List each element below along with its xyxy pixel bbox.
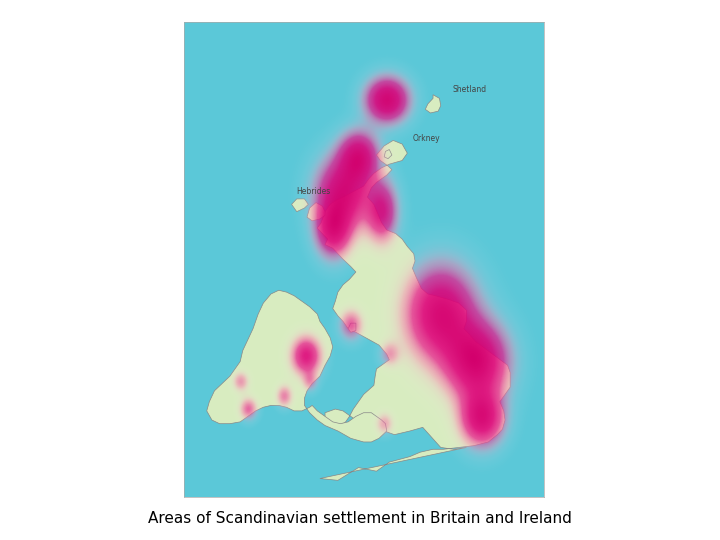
Polygon shape <box>426 94 441 113</box>
Polygon shape <box>307 202 325 221</box>
Text: Hebrides: Hebrides <box>297 187 331 196</box>
Polygon shape <box>384 150 392 159</box>
Text: Areas of Scandinavian settlement in Britain and Ireland: Areas of Scandinavian settlement in Brit… <box>148 511 572 526</box>
Polygon shape <box>348 323 356 332</box>
Text: Shetland: Shetland <box>452 85 487 94</box>
Polygon shape <box>318 140 510 481</box>
Polygon shape <box>207 291 387 442</box>
Text: Orkney: Orkney <box>413 134 440 143</box>
Polygon shape <box>292 199 308 212</box>
